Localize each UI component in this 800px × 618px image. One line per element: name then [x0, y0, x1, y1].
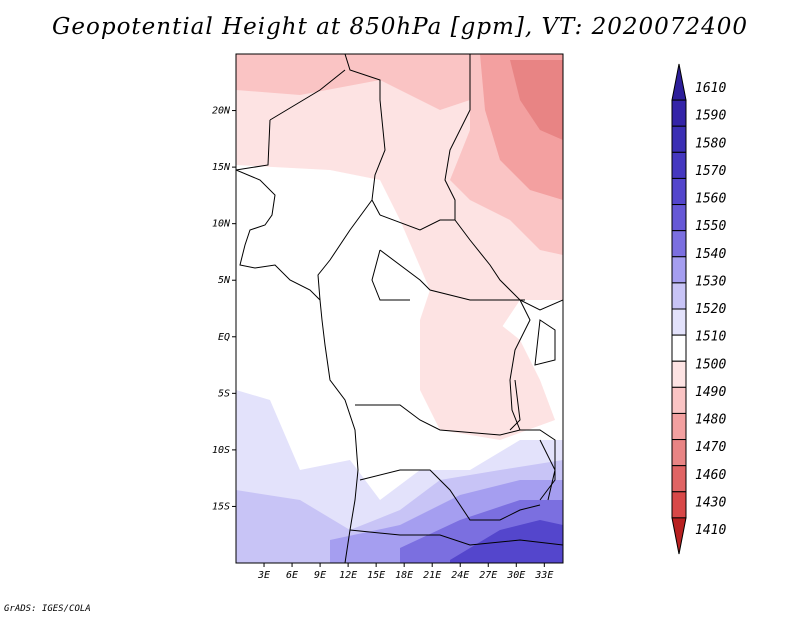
lat-tick-label: 15S: [212, 501, 230, 512]
lon-tick-label: 33E: [534, 570, 553, 581]
west-coastline: [236, 169, 359, 563]
colorbar-label: 1520: [695, 302, 726, 317]
lat-tick-label: 5N: [218, 275, 231, 286]
colorbar-label: 1550: [695, 219, 726, 234]
lon-tick-label: 27E: [479, 570, 497, 581]
colorbar-cell: [671, 230, 687, 258]
colorbar-label: 1510: [695, 330, 726, 345]
border-j: [359, 469, 541, 521]
border-c: [236, 119, 271, 171]
shade-1490-east: [420, 290, 555, 440]
border-g: [379, 249, 525, 301]
lon-tick-label: 6E: [286, 570, 298, 581]
colorbar-cell: [671, 491, 687, 519]
colorbar-label: 1570: [695, 164, 726, 179]
colorbar-cell: [671, 125, 687, 153]
colorbar-cell: [671, 99, 687, 127]
border-e: [379, 214, 455, 231]
colorbar-cell: [671, 151, 687, 179]
lat-tick-label: EQ: [218, 332, 230, 343]
border-k: [349, 529, 563, 546]
colorbar-label: 1500: [695, 357, 726, 372]
colorbar-cell: [671, 465, 687, 493]
lon-tick-label: 21E: [423, 570, 441, 581]
rift-lakes-border: [509, 299, 556, 501]
coastlines-borders: [236, 54, 563, 563]
colorbar-cell: [671, 308, 687, 336]
colorbar-cell: [671, 334, 687, 362]
height-field: [236, 54, 563, 563]
colorbar-cell: [671, 412, 687, 441]
colorbar-cell: [671, 204, 687, 232]
border-d: [444, 54, 563, 311]
colorbar-label: 1530: [695, 274, 726, 289]
colorbar-legend: 1610 1590 1580 1570 1560 1550 1540 1530 1520 1510…: [671, 63, 726, 555]
colorbar-label: 1540: [695, 247, 726, 262]
colorbar-label: 1590: [695, 109, 726, 124]
lake-victoria: [534, 319, 556, 366]
lat-tick-label: 20N: [212, 106, 231, 117]
colorbar-cell: [671, 256, 687, 284]
border-h: [371, 249, 410, 301]
colorbar-cell: [671, 386, 687, 414]
lat-tick-label: 5S: [218, 388, 230, 399]
shade-1460: [510, 60, 563, 140]
colorbar-label: 1410: [695, 523, 726, 538]
lon-tick-label: 18E: [395, 570, 413, 581]
colorbar-label: 1580: [695, 136, 726, 151]
colorbar-cell: [671, 282, 687, 310]
colorbar-label: 1560: [695, 192, 726, 207]
lake-tanganyika: [509, 379, 521, 431]
map-frame: [235, 53, 564, 564]
latitude-axis: 20N 15N 10N 5N EQ 5S 10S 15S: [212, 106, 236, 512]
map-title: Geopotential Height at 850hPa [gpm], VT:…: [52, 14, 748, 40]
lat-tick-label: 15N: [212, 162, 231, 173]
colorbar-cell: [671, 439, 687, 467]
lake-malawi: [539, 439, 556, 501]
border-a: [344, 54, 386, 216]
longitude-axis: 3E 6E 9E 12E 15E 18E 21E 24E 27E 30E 33E: [257, 563, 553, 581]
border-b: [269, 69, 346, 121]
colorbar-top-arrow: [671, 63, 687, 101]
lon-tick-label: 3E: [257, 570, 270, 581]
colorbar-cell: [671, 177, 687, 206]
lat-tick-label: 10N: [212, 219, 231, 230]
colorbar-bottom-arrow: [671, 517, 687, 555]
colorbar-label: 1610: [695, 81, 726, 96]
lon-tick-label: 9E: [314, 570, 326, 581]
colorbar-label: 1470: [695, 440, 726, 455]
colorbar-label: 1430: [695, 495, 726, 510]
lon-tick-label: 15E: [367, 570, 385, 581]
lon-tick-label: 12E: [339, 570, 357, 581]
colorbar-label: 1460: [695, 468, 726, 483]
border-f: [317, 199, 373, 301]
lon-tick-label: 24E: [451, 570, 469, 581]
lon-tick-label: 30E: [506, 570, 525, 581]
lat-tick-label: 10S: [212, 445, 230, 456]
border-i: [355, 404, 521, 436]
shade-1480-nw: [236, 54, 470, 110]
colorbar-label: 1490: [695, 385, 726, 400]
colorbar-label: 1480: [695, 413, 726, 428]
colorbar-cell: [671, 360, 687, 388]
credit-text: GrADS: IGES/COLA: [4, 604, 91, 614]
